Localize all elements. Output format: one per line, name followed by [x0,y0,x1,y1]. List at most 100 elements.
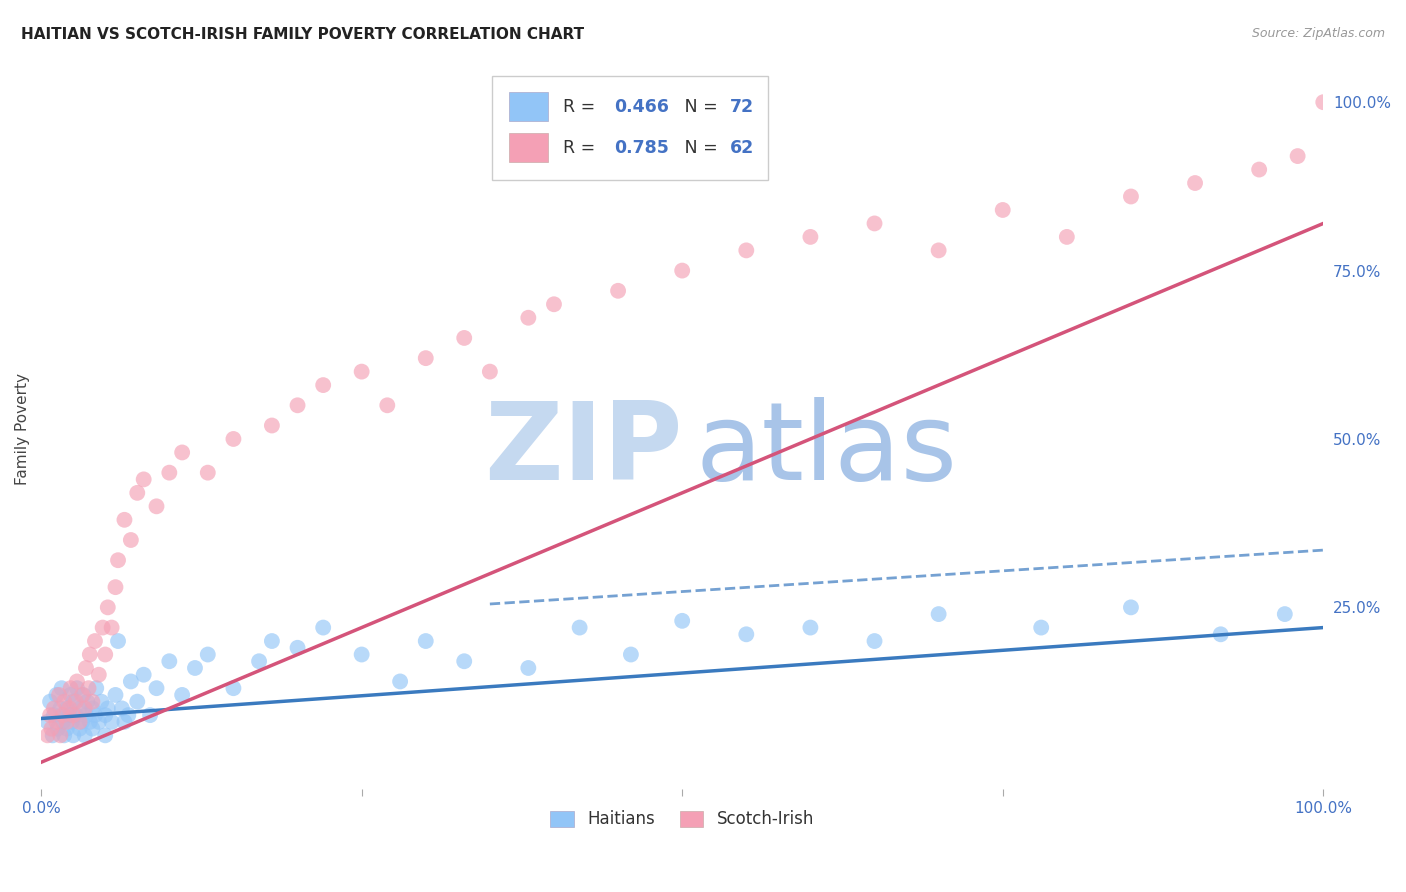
Point [58,701,80,715]
Point [453,654,475,668]
Point [478,365,501,379]
Point [350,648,373,662]
Point [107,634,129,648]
Point [104,580,127,594]
Point [66,681,89,696]
Point [1119,600,1142,615]
Point [84,681,107,696]
Point [127,486,149,500]
Point [453,331,475,345]
Point [45,714,67,729]
Point [287,640,309,655]
Point [65,695,87,709]
Point [55,722,77,736]
Point [84,634,107,648]
Point [97,701,120,715]
Point [145,500,167,514]
Text: R =: R = [562,98,600,116]
Point [287,398,309,412]
Point [197,466,219,480]
Point [312,378,335,392]
Point [39,695,62,709]
Point [42,701,65,715]
Point [82,701,104,715]
Point [87,667,110,681]
Point [52,714,75,729]
Point [70,688,93,702]
Point [37,728,59,742]
Point [145,681,167,696]
Point [75,661,97,675]
Point [1184,176,1206,190]
Point [94,648,117,662]
Point [568,621,591,635]
Text: HAITIAN VS SCOTCH-IRISH FAMILY POVERTY CORRELATION CHART: HAITIAN VS SCOTCH-IRISH FAMILY POVERTY C… [21,27,585,42]
Point [97,600,120,615]
Point [91,621,114,635]
Point [375,398,398,412]
Point [87,714,110,729]
Point [41,722,63,736]
Text: Source: ZipAtlas.com: Source: ZipAtlas.com [1251,27,1385,40]
Point [132,667,155,681]
Point [59,688,82,702]
Point [1031,621,1053,635]
Point [415,634,437,648]
Point [620,648,643,662]
Point [73,701,96,715]
Point [45,688,67,702]
Point [389,674,412,689]
Point [39,708,62,723]
Point [120,533,142,547]
Point [82,695,104,709]
Point [53,728,76,742]
Point [1312,95,1334,110]
Point [184,661,207,675]
Point [991,202,1014,217]
Text: N =: N = [668,98,723,116]
Point [607,284,630,298]
Point [799,621,821,635]
Point [55,701,77,715]
Point [75,708,97,723]
Point [117,708,139,723]
Point [62,695,84,709]
Point [48,688,70,702]
Point [120,674,142,689]
Point [222,681,245,696]
Point [51,681,73,696]
Point [94,728,117,742]
Point [46,722,69,736]
Point [172,688,194,702]
Point [42,708,65,723]
Point [69,714,91,729]
Point [60,714,83,729]
Point [111,701,134,715]
Point [82,722,104,736]
Point [127,695,149,709]
Text: 72: 72 [730,98,754,116]
Point [260,418,283,433]
Point [197,648,219,662]
Point [517,661,540,675]
FancyBboxPatch shape [492,76,768,180]
Point [72,688,94,702]
Point [928,244,950,258]
Point [104,688,127,702]
Text: 62: 62 [730,139,754,157]
Point [260,634,283,648]
Point [62,728,84,742]
Text: ZIP: ZIP [484,398,682,503]
Point [37,714,59,729]
Point [671,614,693,628]
Point [79,648,101,662]
Bar [509,134,547,162]
Point [863,216,886,230]
Text: atlas: atlas [695,398,957,503]
Point [157,654,180,668]
Point [65,708,87,723]
Point [62,708,84,723]
Point [100,621,122,635]
Legend: Haitians, Scotch-Irish: Haitians, Scotch-Irish [544,804,821,835]
Bar [509,92,547,121]
